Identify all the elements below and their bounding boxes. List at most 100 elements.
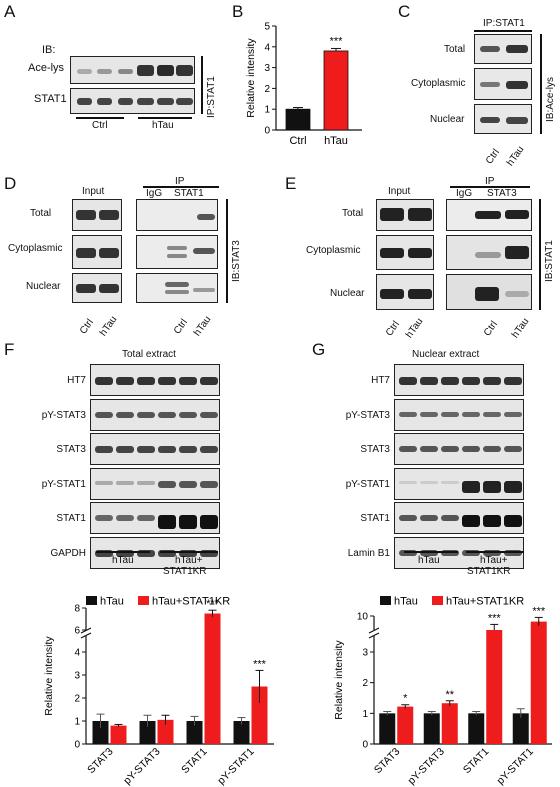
group-line-g-kr [466,551,524,553]
bar [157,719,174,744]
bar [441,703,458,744]
y-axis-label: Relative intensity [245,38,257,118]
legend-label-htau: hTau [100,596,124,608]
x-tick-label: pY-STAT1 [495,746,536,787]
chart-g: hTau hTau+STAT1KR 0 1 2 3 10 Relative intensity… [333,596,552,787]
row-label-c-total: Total [444,44,466,55]
y-tick-label: 2 [362,678,368,689]
row-label-ace-lys: Ace-lys [28,62,65,74]
y-tick-label: 0 [362,740,368,751]
y-tick-label: 10 [357,612,369,623]
y-tick-label: 2 [264,84,270,95]
row-label-d-total: Total [30,208,52,219]
g-blot-strip [394,433,524,465]
title-g: Nuclear extract [412,349,480,360]
y-tick-label: 4 [264,42,270,53]
input-label-d: Input [82,186,105,197]
bracket-c [540,34,542,134]
ip-label-d: IP [175,176,185,187]
ip-col-stat1-d: STAT1 [174,188,204,199]
bar [110,725,127,744]
lane-d-input-ctrl: Ctrl [78,317,96,337]
panel-label-e: E [285,174,297,193]
row-label-d-nuclear: Nuclear [26,281,61,292]
legend-label-kr: hTau+STAT1KR [446,596,524,608]
row-label-e-nuclear: Nuclear [330,288,365,299]
side-label-a: IP:STAT1 [206,76,217,118]
y-tick-label: 4 [74,648,80,659]
lane-e-input-ctrl: Ctrl [384,319,402,339]
lane-d-ip-htau: hTau [192,314,214,339]
f-row-label: pY-STAT3 [41,409,86,421]
group-label-ctrl: Ctrl [92,120,108,131]
bracket-a [201,56,203,114]
blot-e-ip-nuclear [446,274,532,310]
bar [486,630,503,744]
axis-break [368,627,380,639]
legend-label-htau: hTau [394,596,418,608]
y-tick-label: 8 [74,604,80,615]
bar [423,713,440,744]
g-row-label: HT7 [371,375,390,386]
ip-col-stat3-e: STAT3 [487,188,517,199]
lane-c-ctrl: Ctrl [484,147,502,167]
y-tick-label: 6 [74,626,80,637]
panel-label-g: G [312,340,326,359]
f-blot-strip [90,467,220,500]
blot-e-ip-total [446,199,532,231]
y-tick-label: 3 [74,671,80,682]
blot-c-cyto [474,68,532,100]
legend-swatch-kr [138,596,149,605]
y-tick-label: 1 [362,709,368,720]
panel-label-b: B [232,2,244,21]
bar [92,721,109,744]
ip-col-igg-e: IgG [456,188,473,199]
lane-c-htau: hTau [505,144,527,169]
group-label-g-kr2: STAT1KR [467,566,511,577]
significance: *** [206,598,220,610]
row-label-e-cyto: Cytoplasmic [306,245,361,256]
chart-b: 0 1 2 3 4 5 Relative intensity Ctrl hTau *** [245,22,362,147]
group-line-htau [138,117,192,119]
row-label-c-cyto: Cytoplasmic [411,78,466,89]
y-axis-label: Relative intensity [43,636,55,716]
top-label-c: IP:STAT1 [483,18,525,29]
bar [323,50,349,131]
bar [468,713,485,744]
row-label-c-nuclear: Nuclear [430,114,465,125]
group-line-f-kr [160,551,218,553]
f-blot-strip [90,398,220,431]
y-tick-label: 1 [74,717,80,728]
y-axis-label: Relative intensity [333,640,345,720]
legend-label-kr: hTau+STAT1KR [152,596,230,608]
ip-line-e [450,186,530,188]
f-row-label: STAT3 [56,444,86,455]
blot-a-ace-lys [70,56,195,84]
lane-e-input-htau: hTau [404,316,426,341]
bar [512,713,529,744]
significance: *** [330,35,344,47]
row-label-d-cyto: Cytoplasmic [8,243,63,254]
side-label-e: IB:STAT1 [544,240,555,282]
panel-label-d: D [4,174,17,193]
f-row-label: GAPDH [50,547,86,559]
panel-label-c: C [398,2,411,21]
significance: ** [445,689,454,701]
bar [139,721,156,744]
group-line-ctrl [76,117,124,119]
ip-col-igg-d: IgG [146,188,163,199]
x-tick-label: pY-STAT3 [406,746,447,787]
input-label-e: Input [388,186,411,197]
bar [397,706,414,744]
title-f: Total extract [122,349,176,360]
side-label-c: IB:Ace-lys [545,76,556,122]
bar [251,686,268,744]
y-tick-label: 2 [74,694,80,705]
x-tick-label: hTau [324,135,348,147]
bar [233,721,250,744]
blot-e-input-nuclear [376,274,434,310]
significance: *** [532,605,546,617]
x-tick-label: Ctrl [289,135,306,147]
bar [204,613,221,744]
lane-e-ip-htau: hTau [510,316,532,341]
